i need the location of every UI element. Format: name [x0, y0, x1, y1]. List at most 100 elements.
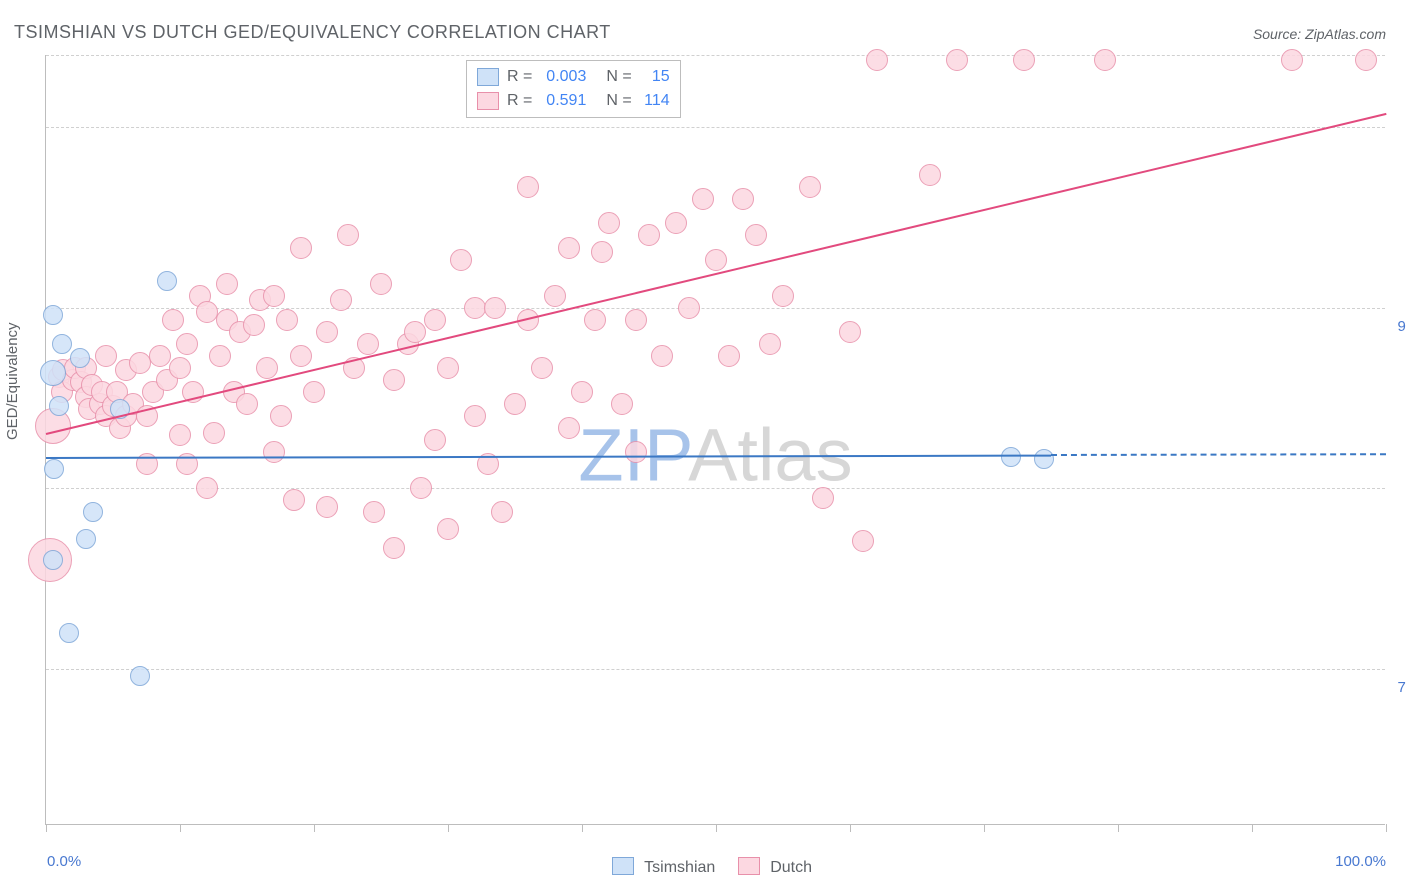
data-point — [437, 518, 459, 540]
data-point — [424, 309, 446, 331]
x-tick — [1386, 824, 1387, 832]
data-point — [732, 188, 754, 210]
data-point — [176, 333, 198, 355]
data-point — [410, 477, 432, 499]
data-point — [203, 422, 225, 444]
data-point — [52, 334, 72, 354]
data-point — [263, 441, 285, 463]
data-point — [40, 360, 66, 386]
data-point — [491, 501, 513, 523]
legend-swatch-dutch — [477, 92, 499, 110]
data-point — [357, 333, 379, 355]
data-point — [43, 550, 63, 570]
data-point — [303, 381, 325, 403]
legend-r-value-tsimshian: 0.003 — [540, 65, 586, 89]
data-point — [70, 348, 90, 368]
data-point — [44, 459, 64, 479]
legend-swatch-tsimshian — [612, 857, 634, 875]
data-point — [216, 273, 238, 295]
data-point — [517, 176, 539, 198]
data-point — [330, 289, 352, 311]
data-point — [544, 285, 566, 307]
gridline — [46, 488, 1385, 489]
legend-swatch-dutch — [738, 857, 760, 875]
data-point — [558, 237, 580, 259]
data-point — [1001, 447, 1021, 467]
data-point — [625, 441, 647, 463]
data-point — [337, 224, 359, 246]
data-point — [169, 357, 191, 379]
data-point — [852, 530, 874, 552]
data-point — [95, 345, 117, 367]
gridline — [46, 308, 1385, 309]
scatter-plot-area: ZIPAtlas R = 0.003 N = 15 R = 0.591 N = … — [45, 55, 1385, 825]
data-point — [665, 212, 687, 234]
data-point — [283, 489, 305, 511]
legend-row-dutch: R = 0.591 N = 114 — [477, 89, 670, 113]
data-point — [464, 297, 486, 319]
data-point — [383, 369, 405, 391]
trend-line — [46, 113, 1386, 435]
source-attribution: Source: ZipAtlas.com — [1253, 26, 1386, 42]
data-point — [236, 393, 258, 415]
data-point — [270, 405, 292, 427]
data-point — [611, 393, 633, 415]
data-point — [169, 424, 191, 446]
gridline — [46, 55, 1385, 56]
chart-title: TSIMSHIAN VS DUTCH GED/EQUIVALENCY CORRE… — [14, 22, 611, 43]
y-tick-label: 92.5% — [1397, 318, 1406, 335]
data-point — [370, 273, 392, 295]
data-point — [256, 357, 278, 379]
data-point — [149, 345, 171, 367]
data-point — [799, 176, 821, 198]
data-point — [243, 314, 265, 336]
data-point — [705, 249, 727, 271]
data-point — [437, 357, 459, 379]
legend-n-value-dutch: 114 — [640, 89, 670, 113]
data-point — [276, 309, 298, 331]
data-point — [59, 623, 79, 643]
data-point — [718, 345, 740, 367]
data-point — [1355, 49, 1377, 71]
trend-line-extension — [1051, 454, 1386, 457]
trend-line — [46, 454, 1051, 458]
data-point — [678, 297, 700, 319]
data-point — [162, 309, 184, 331]
x-tick — [448, 824, 449, 832]
x-tick — [180, 824, 181, 832]
data-point — [531, 357, 553, 379]
legend-r-value-dutch: 0.591 — [540, 89, 586, 113]
data-point — [946, 49, 968, 71]
data-point — [450, 249, 472, 271]
data-point — [625, 309, 647, 331]
data-point — [83, 502, 103, 522]
data-point — [43, 305, 63, 325]
data-point — [591, 241, 613, 263]
data-point — [196, 301, 218, 323]
x-tick — [850, 824, 851, 832]
data-point — [571, 381, 593, 403]
data-point — [290, 237, 312, 259]
data-point — [584, 309, 606, 331]
data-point — [1013, 49, 1035, 71]
x-tick — [582, 824, 583, 832]
correlation-legend: R = 0.003 N = 15 R = 0.591 N = 114 — [466, 60, 681, 118]
data-point — [759, 333, 781, 355]
legend-row-tsimshian: R = 0.003 N = 15 — [477, 65, 670, 89]
x-tick — [984, 824, 985, 832]
data-point — [49, 396, 69, 416]
legend-n-label: N = — [606, 89, 631, 113]
legend-r-label: R = — [507, 89, 532, 113]
legend-swatch-tsimshian — [477, 68, 499, 86]
y-axis-label: GED/Equivalency — [4, 322, 21, 440]
data-point — [290, 345, 312, 367]
data-point — [209, 345, 231, 367]
legend-n-label: N = — [606, 65, 631, 89]
data-point — [484, 297, 506, 319]
data-point — [157, 271, 177, 291]
data-point — [196, 477, 218, 499]
data-point — [76, 529, 96, 549]
data-point — [383, 537, 405, 559]
data-point — [919, 164, 941, 186]
data-point — [558, 417, 580, 439]
